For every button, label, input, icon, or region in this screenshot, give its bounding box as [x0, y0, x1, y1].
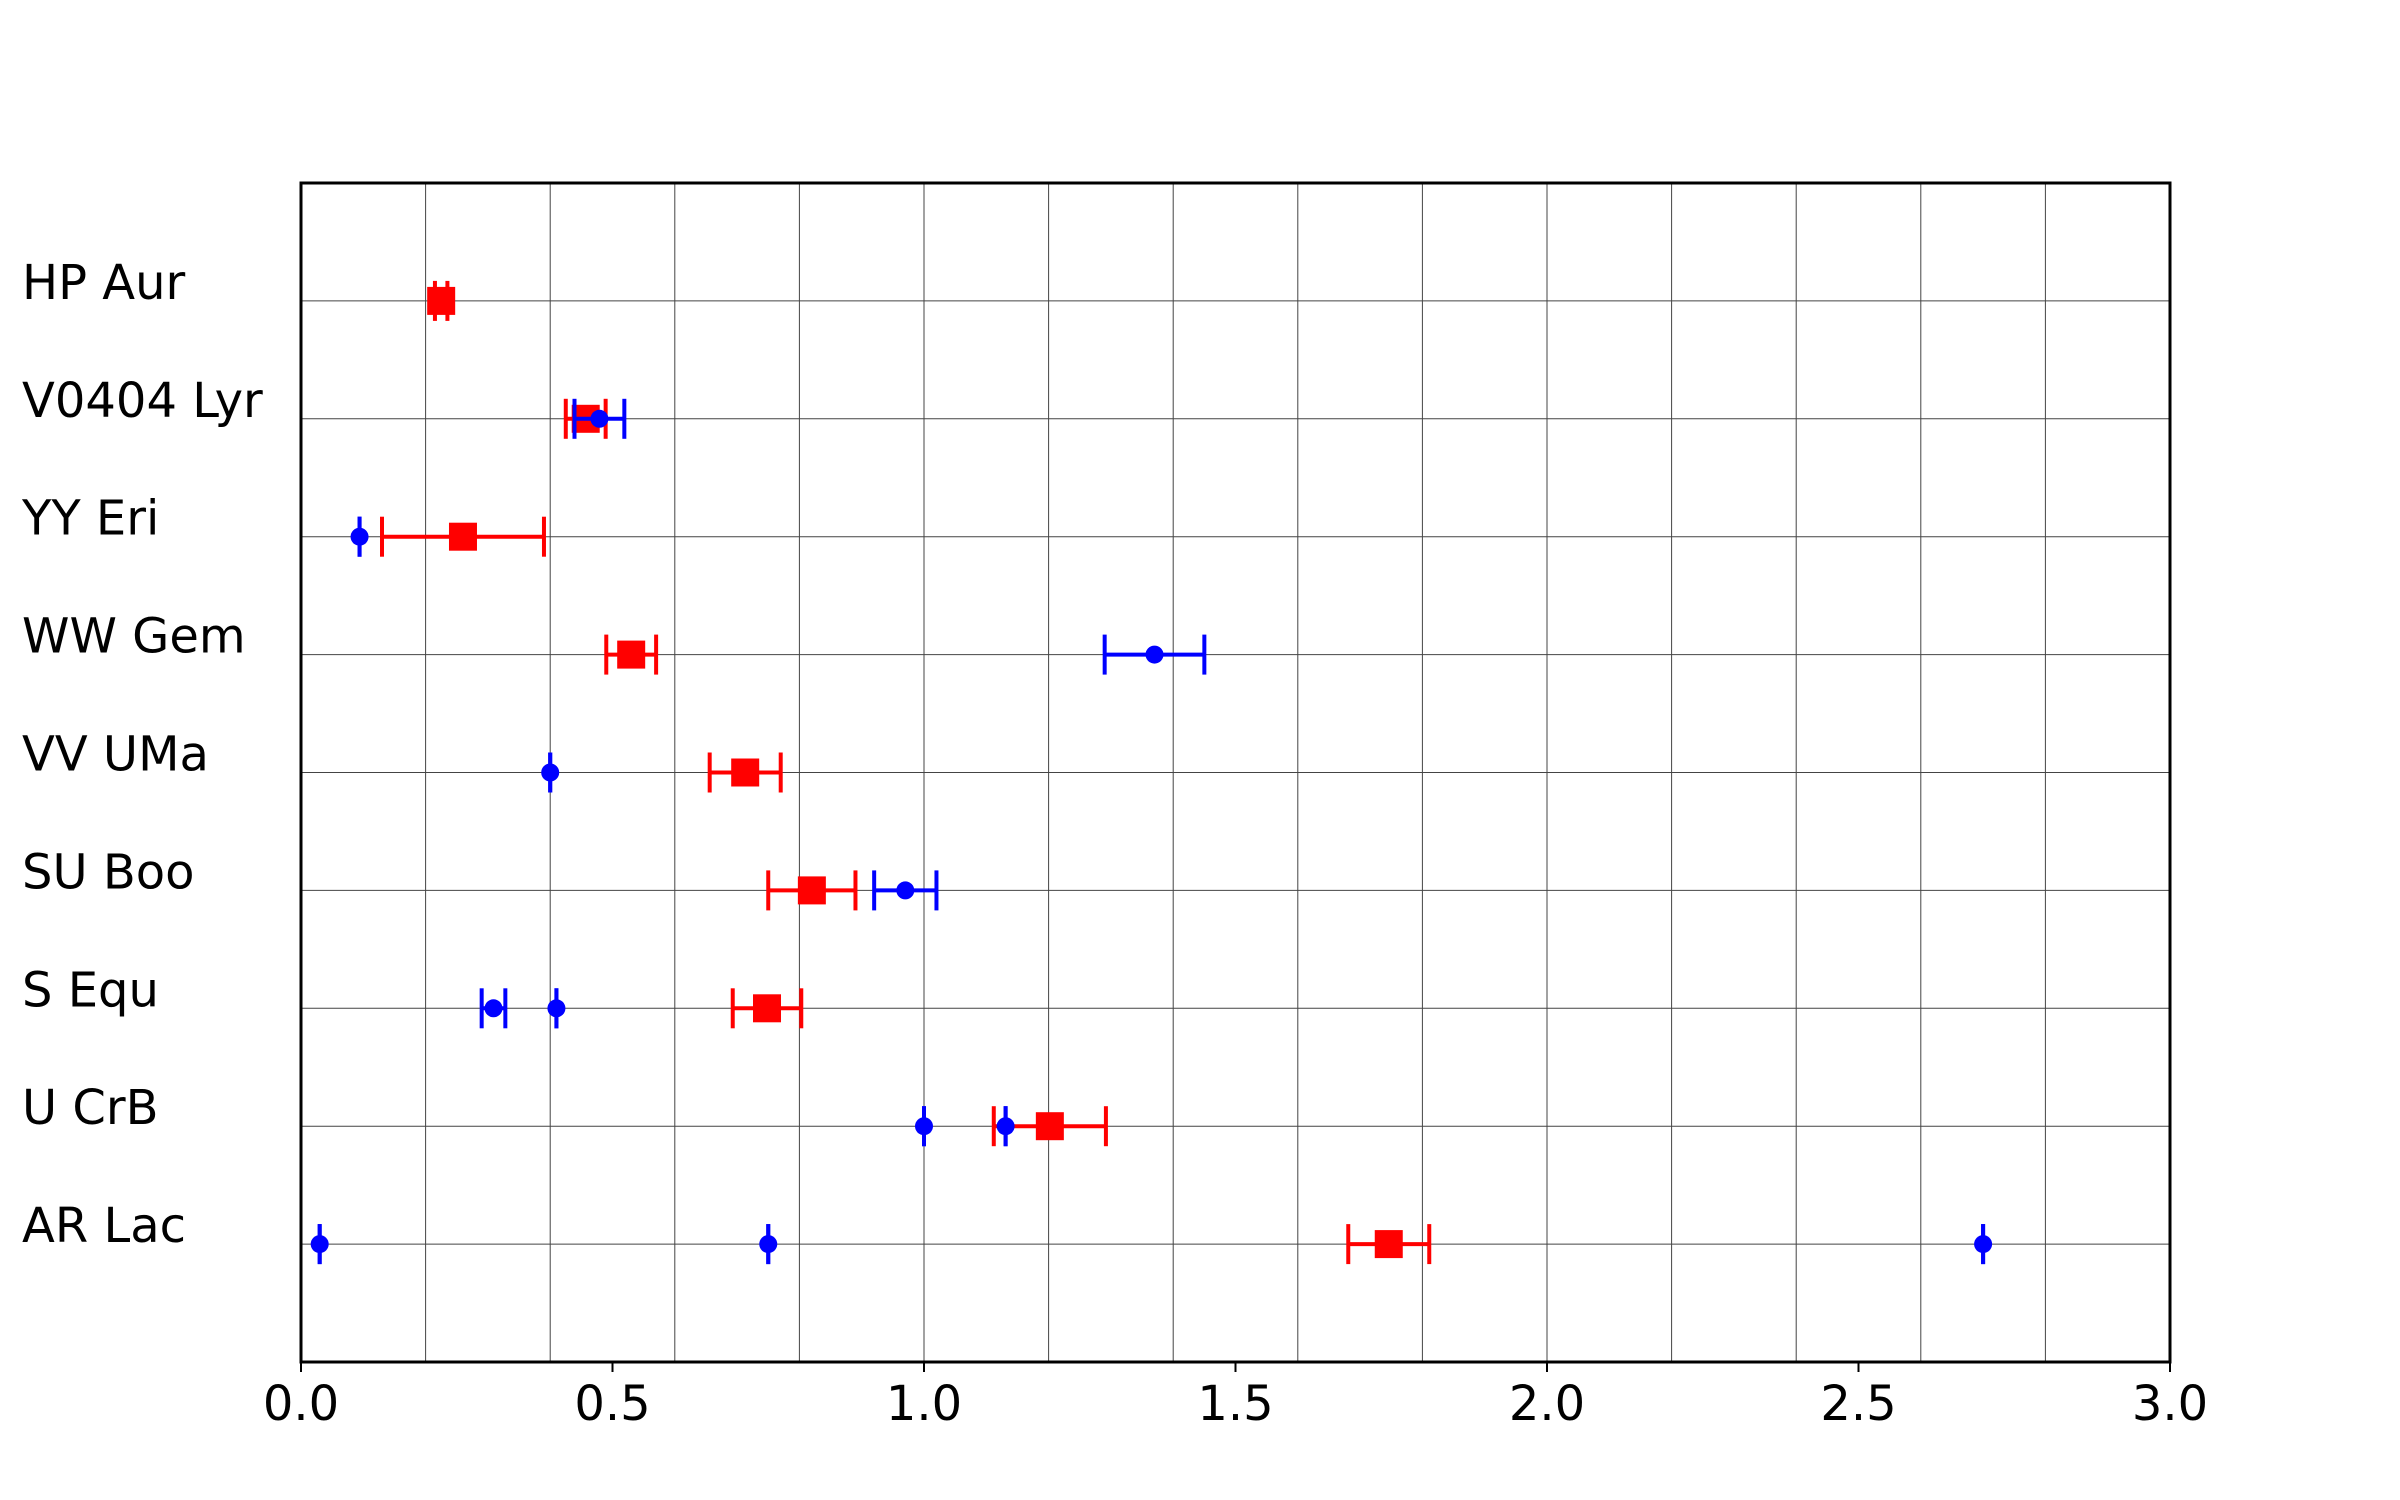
marker	[310, 1235, 329, 1254]
marker	[484, 999, 503, 1018]
y-tick-label: U CrB	[22, 1080, 159, 1136]
marker	[547, 999, 566, 1018]
y-tick-label: V0404 Lyr	[22, 373, 263, 429]
x-tick-label: 1.5	[1197, 1376, 1273, 1432]
marker	[731, 758, 760, 787]
marker	[590, 409, 609, 428]
marker	[915, 1117, 933, 1136]
y-tick-label: HP Aur	[22, 255, 186, 311]
marker	[617, 640, 646, 669]
marker	[1974, 1235, 1993, 1254]
x-tick-label: 1.0	[886, 1376, 962, 1432]
plot-frame	[299, 181, 2172, 1364]
x-tick-label: 2.5	[1820, 1376, 1896, 1432]
marker	[797, 876, 826, 905]
y-tick-label: SU Boo	[22, 844, 195, 900]
x-tick-label: 2.0	[1509, 1376, 1585, 1432]
y-tick-label: VV UMa	[22, 727, 209, 783]
x-tick-label: 0.5	[574, 1376, 650, 1432]
marker	[1145, 645, 1164, 664]
marker	[1035, 1112, 1064, 1141]
y-tick-label: YY Eri	[21, 491, 159, 547]
marker	[541, 763, 560, 782]
marker	[753, 994, 782, 1023]
marker	[759, 1235, 778, 1254]
y-tick-label: S Equ	[22, 962, 159, 1018]
y-tick-label: WW Gem	[22, 609, 246, 665]
x-tick-label: 3.0	[2132, 1376, 2208, 1432]
x-tick-label: 0.0	[263, 1376, 339, 1432]
marker	[350, 527, 369, 546]
y-tick-label: AR Lac	[22, 1198, 186, 1254]
marker	[427, 286, 456, 315]
marker	[996, 1117, 1015, 1136]
marker	[448, 522, 477, 551]
marker	[1374, 1230, 1403, 1259]
marker	[896, 881, 915, 900]
